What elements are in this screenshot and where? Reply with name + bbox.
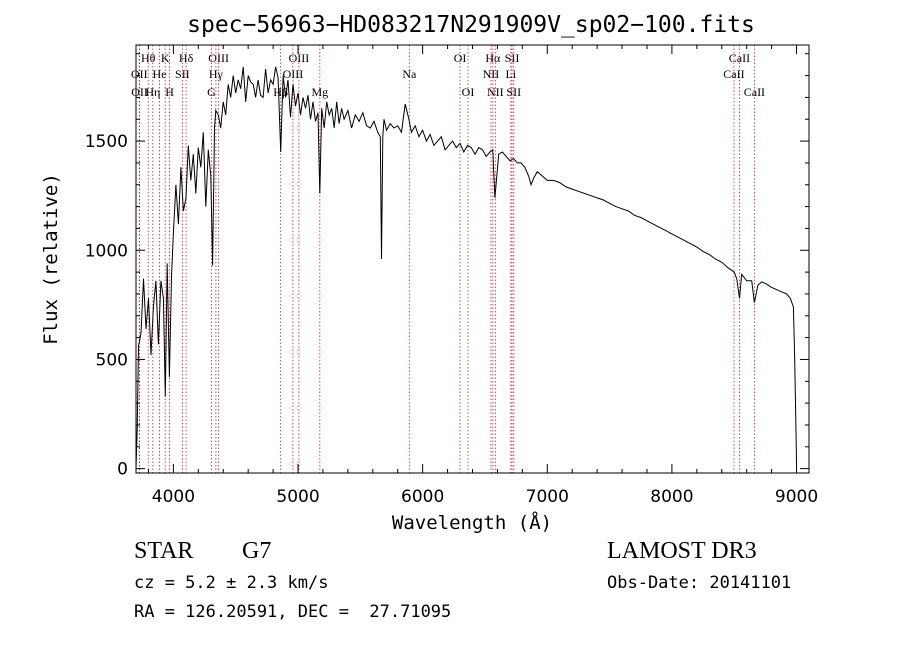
marker-label-20: NII <box>483 67 500 81</box>
y-tick-label-0: 0 <box>117 460 128 480</box>
chart-title: spec−56963−HD083217N291909V_sp02−100.fit… <box>187 12 755 38</box>
y-tick-label-1000: 1000 <box>85 241 128 261</box>
marker-label-21: NII <box>487 85 504 99</box>
object-subclass: G7 <box>242 538 272 564</box>
x-tick-label-4000: 4000 <box>152 487 195 507</box>
axes: 4000 5000 6000 7000 8000 9000 0 500 1000 1500 <box>85 45 818 507</box>
marker-label-18: OI <box>462 85 475 99</box>
marker-label-23: Li <box>506 67 517 81</box>
marker-label-22: SII <box>505 51 520 65</box>
x-tick-label-7000: 7000 <box>526 487 569 507</box>
x-tick-label-9000: 9000 <box>775 487 818 507</box>
y-tick-label-1500: 1500 <box>85 132 128 152</box>
redshift-velocity: cz = 5.2 ± 2.3 km/s <box>134 573 329 593</box>
marker-label-3: He <box>153 67 167 81</box>
x-tick-label-6000: 6000 <box>401 487 444 507</box>
marker-label-12: OIII <box>289 51 310 65</box>
marker-label-15: Mg <box>311 85 328 99</box>
marker-label-4: Hη <box>145 85 160 99</box>
marker-label-16: Na <box>402 67 417 81</box>
sky-coordinates: RA = 126.20591, DEC = 27.71095 <box>134 602 452 622</box>
marker-label-8: Hδ <box>179 51 194 65</box>
marker-label-11: G <box>207 85 216 99</box>
marker-label-25: CaII <box>729 51 750 65</box>
object-class: STAR <box>134 538 194 564</box>
marker-label-9: OIII <box>208 51 229 65</box>
x-tick-label-8000: 8000 <box>650 487 693 507</box>
marker-label-17: OI <box>454 51 467 65</box>
marker-label-7: H <box>165 85 174 99</box>
marker-label-13: OIII <box>283 67 304 81</box>
marker-label-24: SII <box>506 85 521 99</box>
marker-label-26: CaII <box>723 67 744 81</box>
marker-label-5: K <box>161 51 170 65</box>
observation-date: Obs-Date: 20141101 <box>607 573 792 593</box>
survey-name: LAMOST DR3 <box>607 538 757 564</box>
plot-frame <box>135 44 810 474</box>
y-tick-label-500: 500 <box>96 350 128 370</box>
marker-label-2: OII <box>131 85 148 99</box>
marker-label-27: CaII <box>744 85 765 99</box>
x-axis-label: Wavelength (Å) <box>392 511 552 534</box>
x-tick-label-5000: 5000 <box>276 487 319 507</box>
marker-label-19: Hα <box>485 51 501 65</box>
marker-label-6: SII <box>175 67 190 81</box>
marker-label-10: Hγ <box>209 67 224 81</box>
spectrum-line <box>135 66 797 469</box>
y-axis-label: Flux (relative) <box>40 173 62 345</box>
marker-label-0: Hθ <box>141 51 156 65</box>
